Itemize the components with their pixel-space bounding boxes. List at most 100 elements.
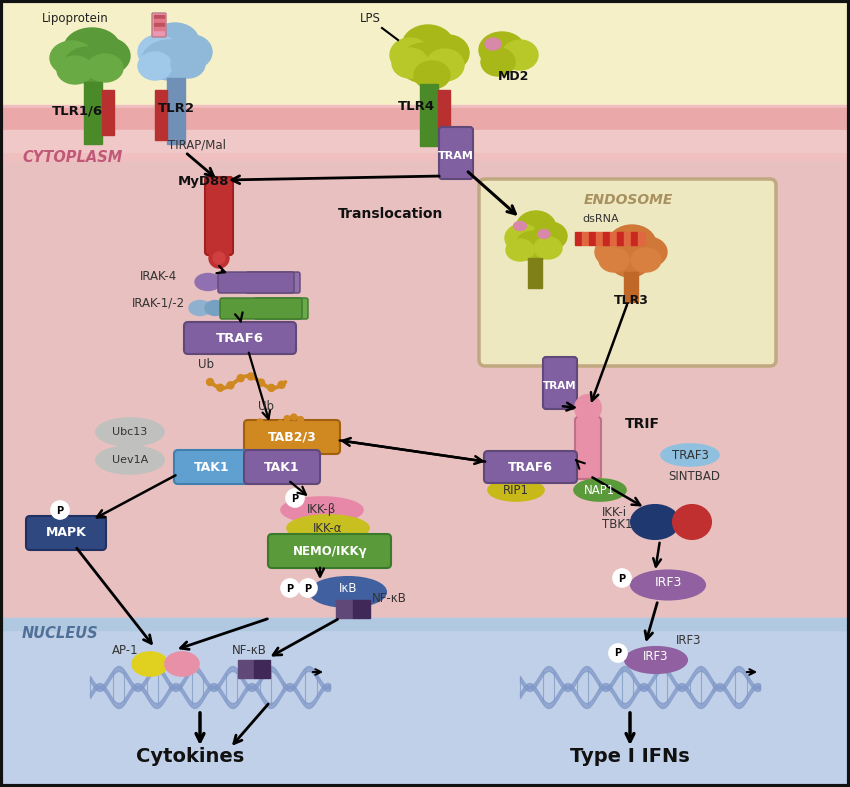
Bar: [167, 78, 185, 144]
Bar: [154, 15, 164, 18]
Ellipse shape: [64, 47, 112, 83]
Text: TAK1: TAK1: [194, 460, 230, 474]
Ellipse shape: [390, 38, 430, 72]
Ellipse shape: [310, 577, 386, 607]
Text: Cytokines: Cytokines: [136, 747, 244, 766]
Ellipse shape: [595, 237, 633, 267]
FancyBboxPatch shape: [484, 451, 577, 483]
FancyBboxPatch shape: [184, 322, 296, 354]
Ellipse shape: [281, 497, 363, 523]
Text: MyD88: MyD88: [178, 175, 230, 188]
Text: TLR1/6: TLR1/6: [52, 104, 103, 117]
Ellipse shape: [138, 35, 178, 69]
Text: NUCLEUS: NUCLEUS: [22, 626, 99, 641]
Bar: [617, 232, 624, 245]
Ellipse shape: [414, 61, 450, 89]
Ellipse shape: [673, 505, 711, 539]
Circle shape: [613, 569, 631, 587]
Text: Type I IFNs: Type I IFNs: [570, 747, 690, 766]
Circle shape: [270, 423, 276, 430]
Ellipse shape: [96, 446, 164, 474]
Bar: [420, 84, 438, 146]
Circle shape: [268, 384, 275, 391]
Circle shape: [298, 416, 303, 423]
Circle shape: [257, 419, 263, 425]
Circle shape: [286, 489, 304, 507]
Text: TRAM: TRAM: [543, 381, 577, 391]
Circle shape: [580, 412, 596, 428]
Text: TRAF3: TRAF3: [672, 449, 708, 461]
Text: P: P: [304, 583, 312, 593]
Ellipse shape: [629, 237, 667, 267]
Bar: [254, 660, 270, 678]
Bar: [528, 258, 542, 288]
Text: Lipoprotein: Lipoprotein: [42, 12, 109, 25]
Text: dsRNA: dsRNA: [582, 214, 619, 224]
Circle shape: [609, 644, 627, 662]
Text: Ub: Ub: [198, 358, 214, 371]
FancyBboxPatch shape: [575, 417, 601, 479]
Circle shape: [575, 395, 601, 421]
Text: RIP1: RIP1: [503, 483, 529, 497]
Bar: [353, 600, 370, 618]
Circle shape: [284, 416, 290, 422]
Ellipse shape: [608, 225, 656, 263]
Text: TLR4: TLR4: [398, 100, 435, 113]
FancyBboxPatch shape: [244, 450, 320, 484]
Circle shape: [291, 414, 297, 420]
FancyBboxPatch shape: [268, 534, 391, 568]
Bar: [0, 618, 850, 630]
Text: Ubc13: Ubc13: [112, 427, 148, 437]
Text: AP-1: AP-1: [112, 644, 139, 657]
Text: TLR2: TLR2: [158, 102, 195, 115]
Ellipse shape: [205, 301, 225, 316]
Bar: [102, 90, 114, 135]
Circle shape: [227, 382, 234, 389]
Text: TRIF: TRIF: [625, 417, 660, 431]
Text: P: P: [292, 493, 298, 504]
Bar: [154, 19, 164, 22]
Bar: [624, 232, 631, 245]
FancyBboxPatch shape: [152, 13, 166, 37]
Ellipse shape: [151, 23, 199, 61]
Bar: [0, 105, 850, 160]
Ellipse shape: [399, 43, 451, 83]
Text: SINTBAD: SINTBAD: [668, 470, 720, 483]
Text: TAB2/3: TAB2/3: [268, 430, 316, 444]
Text: IRAK-4: IRAK-4: [140, 270, 178, 283]
Ellipse shape: [505, 224, 539, 252]
Ellipse shape: [609, 243, 651, 277]
Ellipse shape: [631, 571, 705, 600]
Bar: [631, 232, 638, 245]
Ellipse shape: [533, 222, 567, 250]
Text: NEMO/IKKγ: NEMO/IKKγ: [292, 545, 367, 557]
Circle shape: [247, 373, 254, 380]
Circle shape: [278, 381, 285, 388]
Circle shape: [258, 379, 264, 386]
Text: Uev1A: Uev1A: [112, 455, 148, 465]
Ellipse shape: [515, 231, 553, 261]
Ellipse shape: [195, 274, 221, 290]
Bar: [336, 600, 353, 618]
Bar: [238, 660, 254, 678]
Ellipse shape: [189, 301, 211, 316]
Bar: [582, 232, 589, 245]
Text: NAP1: NAP1: [584, 483, 615, 497]
Bar: [438, 90, 450, 138]
Bar: [575, 232, 582, 245]
Bar: [638, 232, 645, 245]
Ellipse shape: [427, 35, 469, 71]
Bar: [0, 128, 850, 636]
Bar: [589, 232, 596, 245]
Text: TRAF6: TRAF6: [507, 460, 552, 474]
Ellipse shape: [138, 52, 172, 80]
Circle shape: [277, 420, 283, 427]
Ellipse shape: [172, 35, 212, 69]
Ellipse shape: [599, 248, 629, 272]
Text: P: P: [615, 648, 621, 659]
Text: TRAM: TRAM: [438, 151, 474, 161]
Bar: [0, 618, 850, 787]
Text: NF-κB: NF-κB: [372, 592, 407, 605]
Ellipse shape: [538, 230, 550, 238]
Text: Translocation: Translocation: [338, 207, 444, 221]
